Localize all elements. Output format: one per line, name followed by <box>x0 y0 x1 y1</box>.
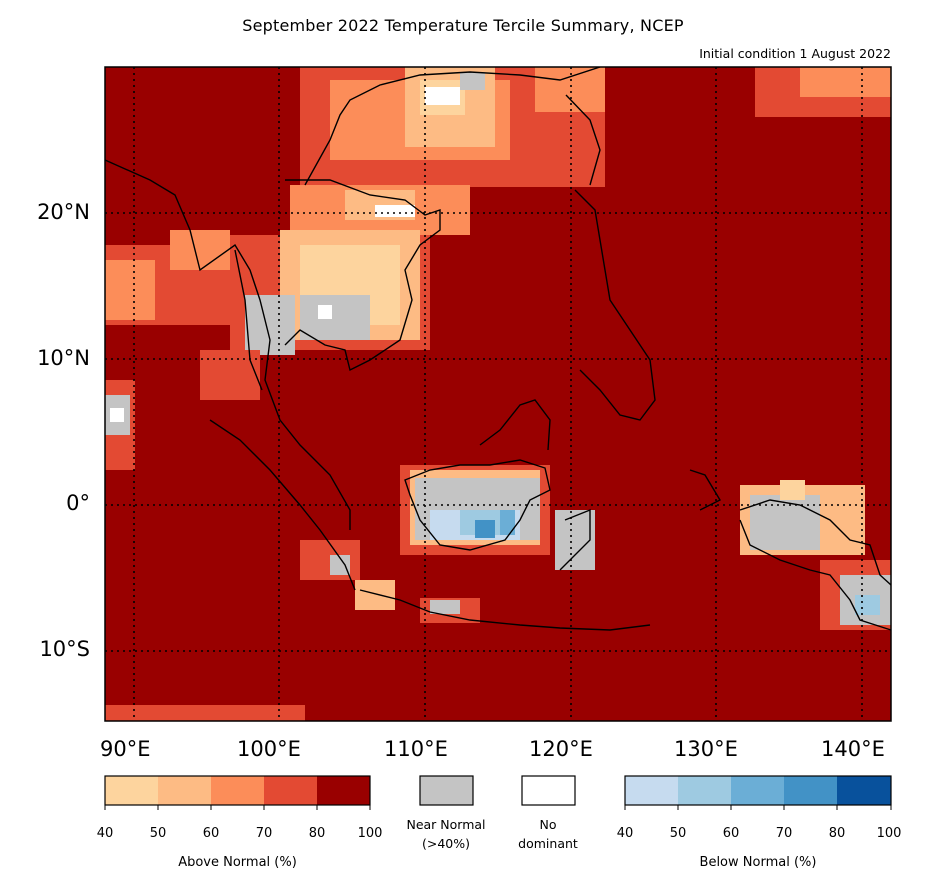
lon-label-140e: 140°E <box>821 737 885 761</box>
below-normal-colorbar <box>624 775 892 806</box>
west-edge-patch <box>105 380 305 721</box>
no-dominant-label: No <box>539 817 557 832</box>
above-tick-label: 100 <box>357 826 383 841</box>
sulawesi-patch <box>555 510 595 570</box>
map-title: September 2022 Temperature Tercile Summa… <box>242 16 684 35</box>
lon-label-100e: 100°E <box>237 737 301 761</box>
lon-label-90e: 90°E <box>100 737 151 761</box>
lat-label-10n: 10°N <box>37 346 90 370</box>
below-tick-label: 50 <box>669 826 687 841</box>
gridlines <box>105 67 891 721</box>
coastlines <box>105 67 891 631</box>
below-tick-label: 40 <box>616 826 634 841</box>
anomaly-patches <box>105 67 891 721</box>
lon-label-110e: 110°E <box>384 737 448 761</box>
below-normal-title: Below Normal (%) <box>699 855 817 870</box>
java-patch <box>300 540 480 623</box>
below-tick-label: 100 <box>876 826 902 841</box>
above-normal-colorbar <box>104 775 371 806</box>
new-guinea-patch <box>740 480 891 630</box>
lat-label-20n: 20°N <box>37 200 90 224</box>
lon-label-130e: 130°E <box>674 737 738 761</box>
lon-label-120e: 120°E <box>529 737 593 761</box>
colorbar-ticks <box>104 805 892 810</box>
map-subtitle: Initial condition 1 August 2022 <box>699 46 891 61</box>
lat-label-equator: 0° <box>66 491 90 515</box>
no-dominant-sublabel: dominant <box>518 836 578 851</box>
no-dominant-swatch <box>521 775 576 806</box>
above-tick-label: 50 <box>149 826 167 841</box>
above-tick-label: 60 <box>202 826 220 841</box>
borneo-patch <box>400 465 550 555</box>
above-tick-label: 40 <box>96 826 114 841</box>
above-tick-label: 70 <box>255 826 273 841</box>
above-normal-title: Above Normal (%) <box>178 855 297 870</box>
near-normal-swatch <box>419 775 474 806</box>
lat-label-10s: 10°S <box>39 637 90 661</box>
near-normal-sublabel: (>40%) <box>421 836 470 851</box>
near-normal-label: Near Normal <box>406 817 486 832</box>
below-tick-label: 80 <box>828 826 846 841</box>
below-tick-label: 60 <box>722 826 740 841</box>
map-frame <box>104 66 892 722</box>
above-tick-label: 80 <box>308 826 326 841</box>
below-tick-label: 70 <box>775 826 793 841</box>
